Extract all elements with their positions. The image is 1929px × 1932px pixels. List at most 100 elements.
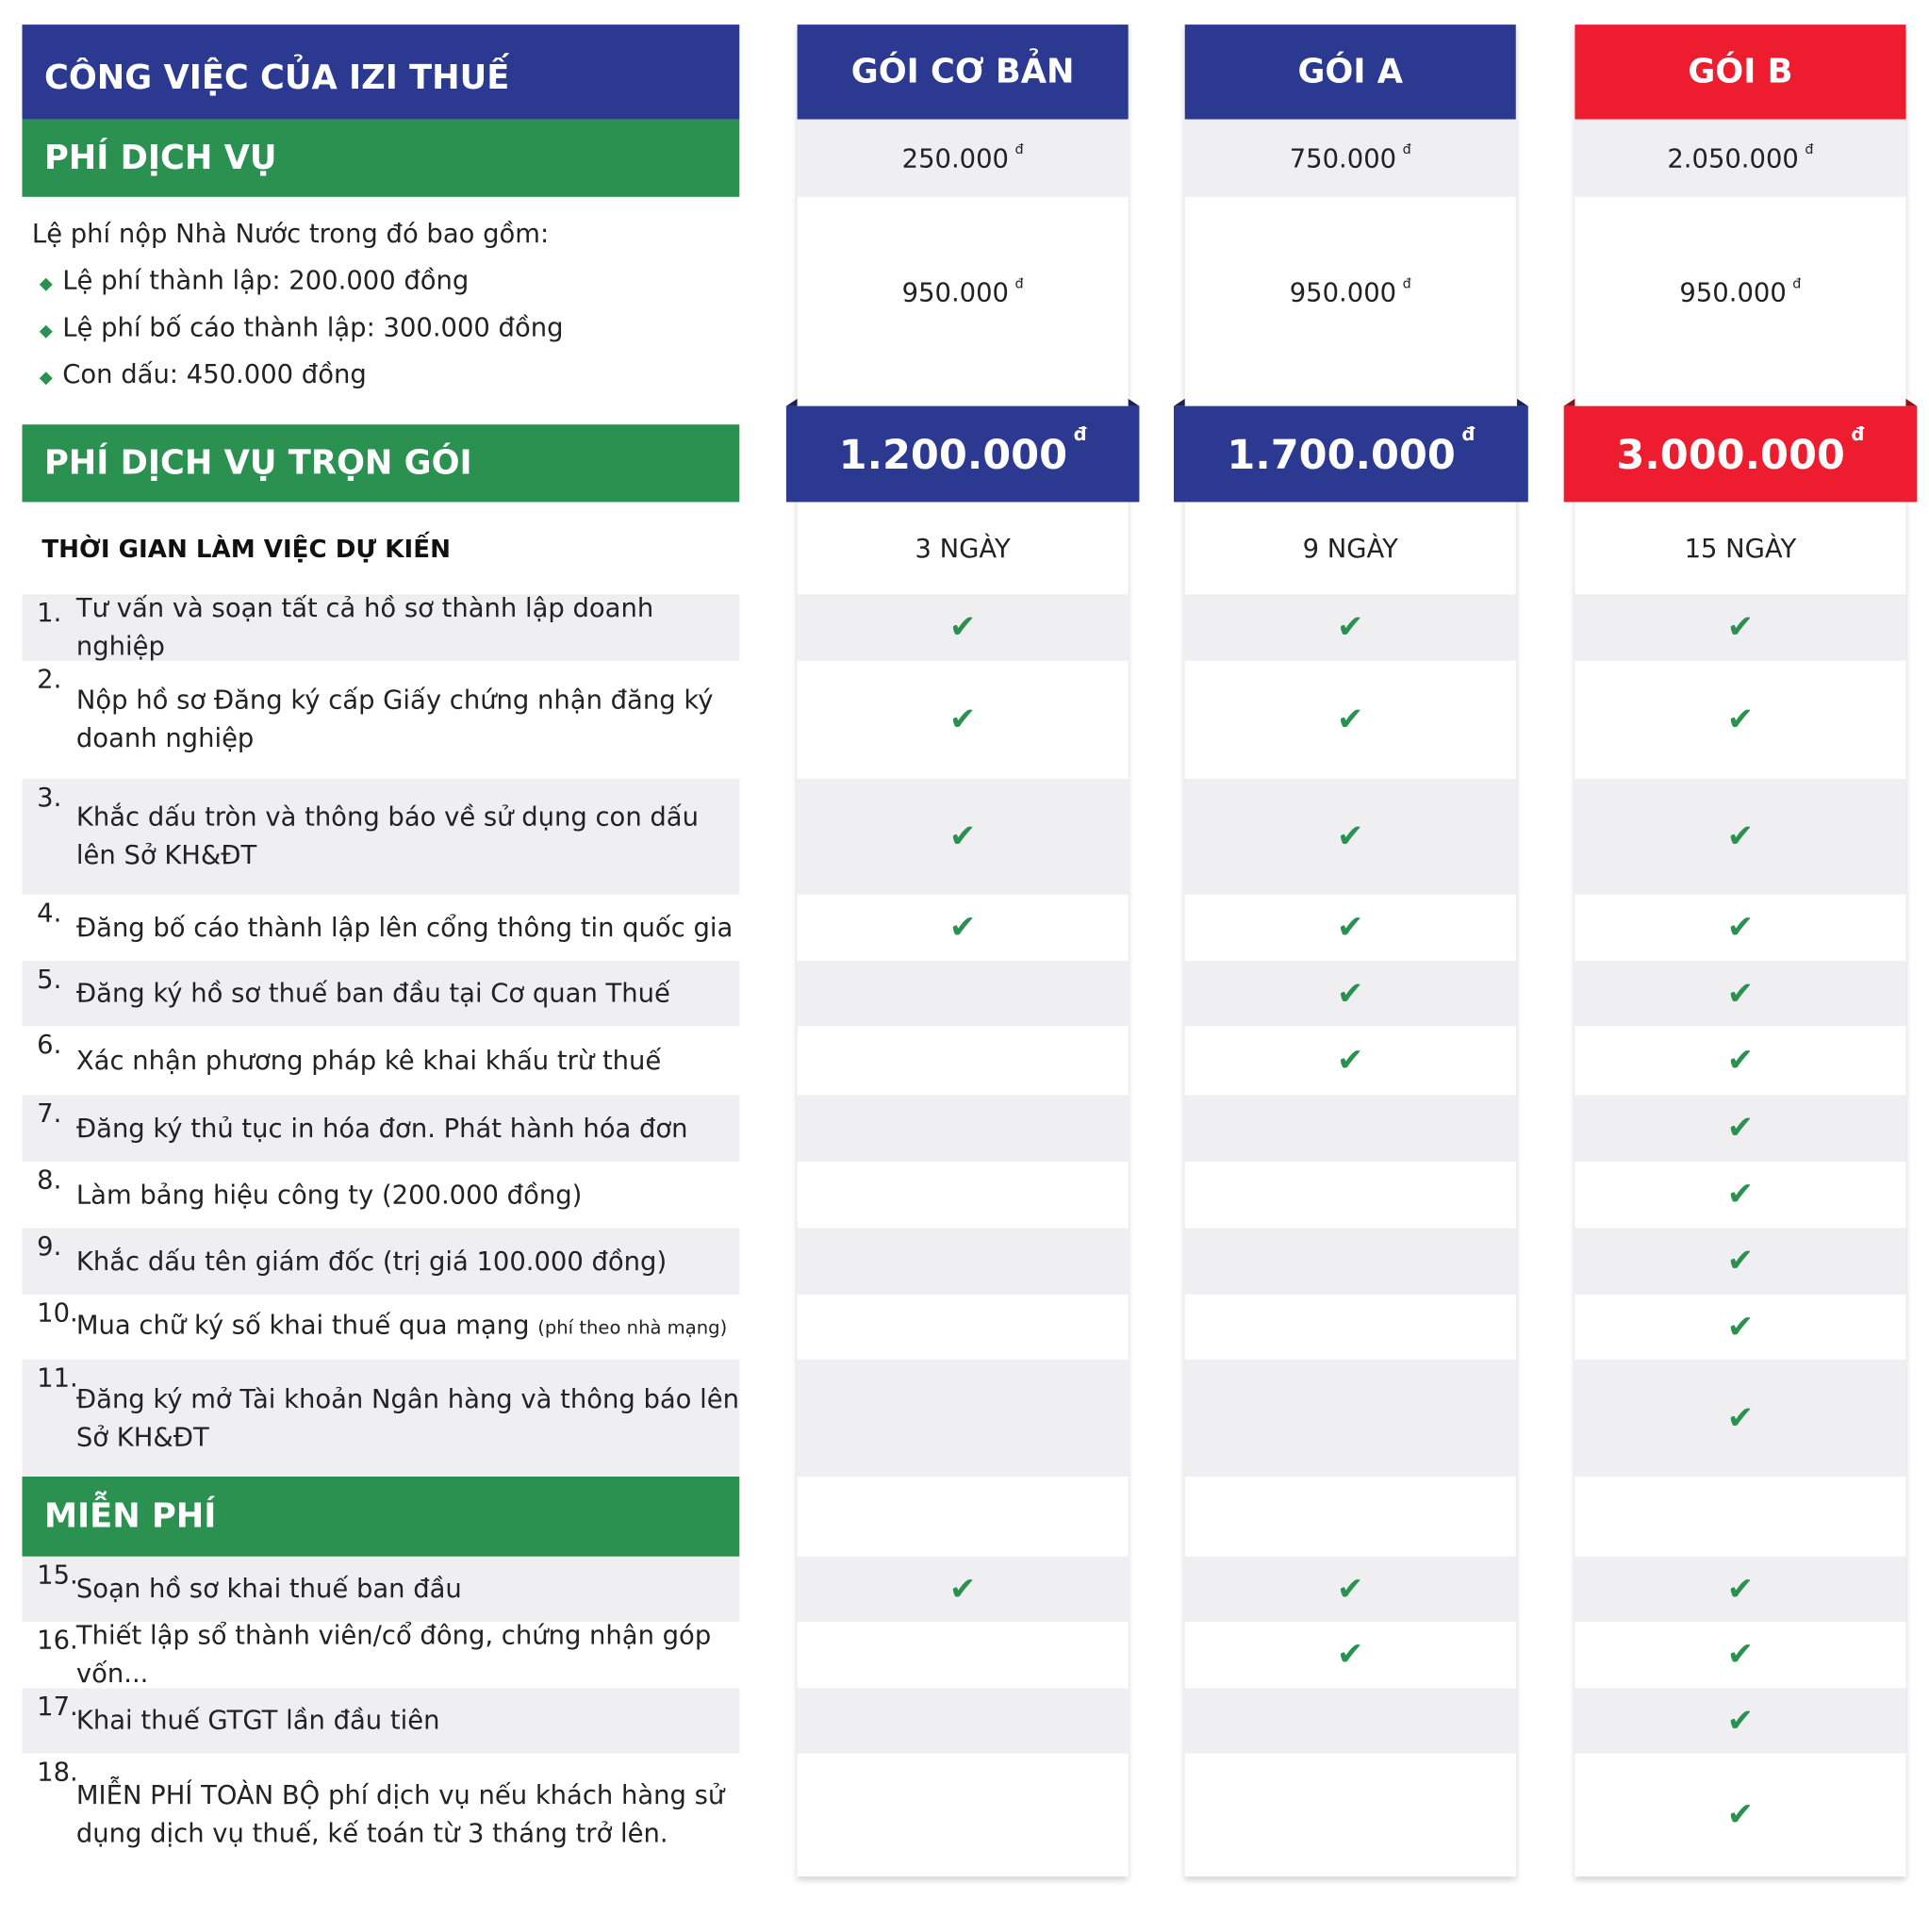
task-cell: ✔ — [1184, 660, 1516, 780]
duration-cell: 15 NGÀY — [1575, 502, 1905, 594]
task-number: 17. — [37, 1692, 78, 1722]
state-fee-intro: Lệ phí nộp Nhà Nước trong đó bao gồm: — [31, 219, 550, 249]
check-icon: ✔ — [1337, 909, 1364, 947]
check-icon: ✔ — [948, 817, 977, 855]
task-row: 7. Đăng ký thủ tục in hóa đơn. Phát hành … — [22, 1095, 740, 1162]
section-title: PHÍ DỊCH VỤ TRỌN GÓI — [43, 444, 472, 483]
task-note: (phí theo nhà mạng) — [537, 1316, 728, 1339]
service-fee: 750.000 đ — [1290, 140, 1411, 173]
currency-symbol: đ — [1851, 422, 1865, 445]
task-cell: ✔ — [1184, 894, 1516, 962]
check-icon: ✔ — [948, 701, 977, 738]
task-number: 3. — [37, 782, 62, 813]
task-cell: ✔ — [797, 660, 1129, 780]
section-service-fee: PHÍ DỊCH VỤ — [22, 119, 740, 197]
task-number: 18. — [37, 1757, 78, 1787]
task-text: Khắc dấu tên giám đốc (trị giá 100.000 đ… — [75, 1246, 668, 1276]
currency-symbol: đ — [1014, 275, 1024, 292]
task-cell: ✔ — [1575, 660, 1906, 780]
state-fee: 950.000 đ — [1289, 275, 1411, 308]
state-fee-item: ◆ Lệ phí thành lập: 200.000 đồng — [39, 265, 470, 296]
package-total-1: 1.700.000 đ — [1173, 398, 1528, 503]
task-cell: ✔ — [1575, 1556, 1906, 1622]
task-text: Mua chữ ký số khai thuế qua mạng (phí th… — [75, 1310, 728, 1341]
package-name: GÓI B — [1688, 53, 1793, 91]
package-total: 1.200.000 đ — [839, 422, 1087, 478]
ribbon-fold-left — [785, 398, 798, 406]
check-icon: ✔ — [1726, 1636, 1755, 1674]
task-cell: ✔ — [1575, 1621, 1906, 1689]
section-title: PHÍ DỊCH VỤ — [43, 139, 277, 177]
task-cell: ✔ — [1184, 1026, 1516, 1096]
task-cell — [1184, 1228, 1516, 1295]
amount: 950.000 — [1289, 277, 1397, 308]
diamond-bullet-icon: ◆ — [39, 368, 53, 388]
diamond-bullet-icon: ◆ — [39, 274, 53, 294]
state-fee-item: ◆ Lệ phí bố cáo thành lập: 300.000 đồng — [39, 312, 564, 342]
package-name-0: GÓI CƠ BẢN — [797, 25, 1129, 120]
ribbon-fold-left — [1563, 398, 1575, 406]
amount: 1.700.000 — [1227, 430, 1456, 478]
task-cell: ✔ — [1575, 1095, 1906, 1162]
task-number: 7. — [37, 1098, 62, 1129]
check-icon: ✔ — [1337, 1636, 1364, 1674]
package-name: GÓI CƠ BẢN — [850, 53, 1075, 91]
amount: 950.000 — [901, 277, 1009, 308]
task-cell — [1184, 1688, 1516, 1754]
task-row: 9. Khắc dấu tên giám đốc (trị giá 100.000… — [22, 1228, 740, 1295]
duration: 3 NGÀY — [915, 533, 1011, 564]
state-fee-cell: 950.000 đ — [1575, 197, 1905, 406]
task-cell: ✔ — [1575, 1294, 1906, 1361]
task-text: Đăng bố cáo thành lập lên cổng thông tin… — [75, 912, 734, 942]
currency-symbol: đ — [1792, 275, 1802, 292]
currency-symbol: đ — [1805, 140, 1814, 157]
check-icon: ✔ — [948, 1570, 977, 1608]
currency-symbol: đ — [1073, 422, 1087, 445]
task-cell: ✔ — [797, 594, 1129, 661]
task-text: Xác nhận phương pháp kê khai khấu trừ th… — [75, 1045, 662, 1075]
task-cell: ✔ — [1575, 779, 1906, 895]
task-cell — [1184, 1360, 1516, 1477]
task-cell: ✔ — [1184, 594, 1516, 661]
amount: 950.000 — [1679, 277, 1787, 308]
task-text: Làm bảng hiệu công ty (200.000 đồng) — [75, 1179, 583, 1210]
header-title-cell: CÔNG VIỆC CỦA IZI THUẾ — [22, 25, 740, 120]
task-cell: ✔ — [1184, 1556, 1516, 1622]
task-row: 4. Đăng bố cáo thành lập lên cổng thông t… — [22, 894, 740, 962]
task-row: 1. Tư vấn và soạn tất cả hồ sơ thành lập … — [22, 593, 740, 661]
task-cell: ✔ — [797, 894, 1129, 962]
check-icon: ✔ — [1726, 1042, 1755, 1080]
package-total: 1.700.000 đ — [1227, 422, 1475, 478]
check-icon: ✔ — [1726, 1570, 1755, 1608]
check-icon: ✔ — [1726, 975, 1755, 1013]
task-cell: ✔ — [1575, 1161, 1906, 1229]
task-cell: ✔ — [1575, 1026, 1906, 1096]
check-icon: ✔ — [1726, 1308, 1755, 1346]
task-cell: ✔ — [1184, 779, 1516, 895]
package-name: GÓI A — [1297, 53, 1404, 91]
header-title: CÔNG VIỆC CỦA IZI THUẾ — [43, 58, 510, 98]
task-cell — [797, 1228, 1129, 1295]
task-number: 4. — [37, 898, 62, 928]
task-cell — [797, 1621, 1129, 1689]
task-cell: ✔ — [1184, 1621, 1516, 1689]
check-icon: ✔ — [1337, 1570, 1364, 1608]
state-fee-cell: 950.000 đ — [798, 197, 1129, 406]
check-icon: ✔ — [948, 608, 977, 647]
task-cell: ✔ — [1575, 1688, 1906, 1754]
currency-symbol: đ — [1014, 140, 1024, 157]
task-text: Khai thuế GTGT lần đầu tiên — [75, 1705, 440, 1736]
package-total-2: 3.000.000 đ — [1563, 398, 1918, 503]
task-number: 2. — [37, 664, 62, 695]
state-fee-item: ◆ Con dấu: 450.000 đồng — [39, 359, 367, 389]
task-cell — [797, 1753, 1129, 1877]
duration-title: THỜI GIAN LÀM VIỆC DỰ KIẾN — [41, 533, 451, 564]
check-icon: ✔ — [1726, 1243, 1755, 1280]
task-text: Soạn hồ sơ khai thuế ban đầu — [75, 1574, 462, 1604]
check-icon: ✔ — [1726, 1176, 1755, 1214]
task-text: Nộp hồ sơ Đăng ký cấp Giấy chứng nhận đă… — [75, 685, 714, 753]
service-fee-cell: 250.000 đ — [797, 119, 1129, 197]
task-text: Đăng ký hồ sơ thuế ban đầu tại Cơ quan T… — [75, 978, 670, 1008]
task-row: 5. Đăng ký hồ sơ thuế ban đầu tại Cơ quan… — [22, 961, 740, 1027]
